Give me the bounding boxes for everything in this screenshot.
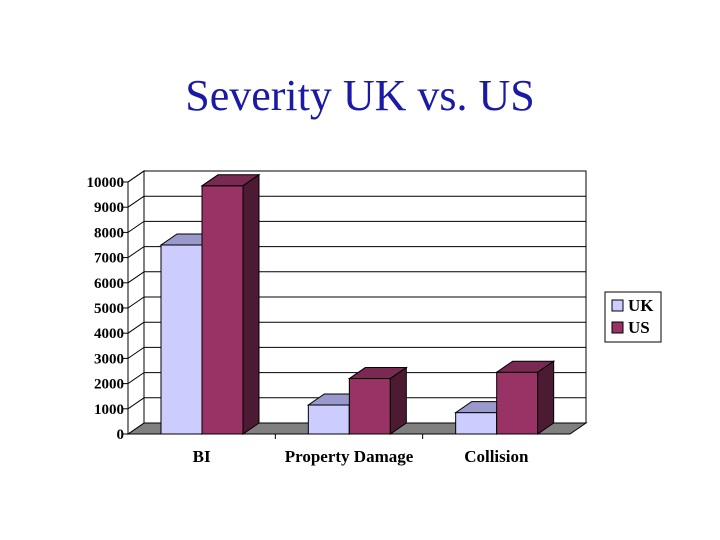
bar-side xyxy=(242,173,260,435)
y-tick-label: 9000 xyxy=(94,200,124,216)
bar-front xyxy=(455,412,498,435)
x-category-label: BI xyxy=(193,447,211,466)
legend-label: US xyxy=(628,318,650,337)
y-tick-label: 8000 xyxy=(94,225,124,241)
x-category-label: Collision xyxy=(464,447,529,466)
gridline-side xyxy=(127,296,145,309)
gridline-side xyxy=(127,195,145,208)
y-tick-label: 6000 xyxy=(94,276,124,292)
gridline-side xyxy=(127,170,145,183)
y-tick-label: 0 xyxy=(117,427,125,443)
legend-swatch xyxy=(611,299,624,312)
y-tick-label: 2000 xyxy=(94,377,124,393)
y-tick-label: 1000 xyxy=(94,402,124,418)
y-tick-label: 7000 xyxy=(94,251,124,267)
bar-side xyxy=(389,366,407,435)
bar-front xyxy=(201,185,244,435)
legend-label: UK xyxy=(628,296,654,315)
x-category-label: Property Damage xyxy=(285,447,414,466)
gridline-side xyxy=(127,246,145,259)
y-tick-label: 4000 xyxy=(94,326,124,342)
gridline-side xyxy=(127,220,145,233)
y-tick-label: 5000 xyxy=(94,301,124,317)
bar-front xyxy=(496,371,539,435)
gridline-side xyxy=(127,346,145,359)
gridline-side xyxy=(127,321,145,334)
y-tick-label: 10000 xyxy=(87,175,125,191)
bar-front xyxy=(307,404,350,435)
slide-title: Severity UK vs. US xyxy=(185,71,535,120)
bar-side xyxy=(537,360,555,435)
gridline-side xyxy=(127,372,145,385)
bar-front xyxy=(348,378,391,435)
legend-swatch xyxy=(611,321,624,334)
gridline-side xyxy=(127,271,145,284)
bar-front xyxy=(160,244,203,435)
gridline-side xyxy=(127,397,145,410)
y-tick-label: 3000 xyxy=(94,351,124,367)
